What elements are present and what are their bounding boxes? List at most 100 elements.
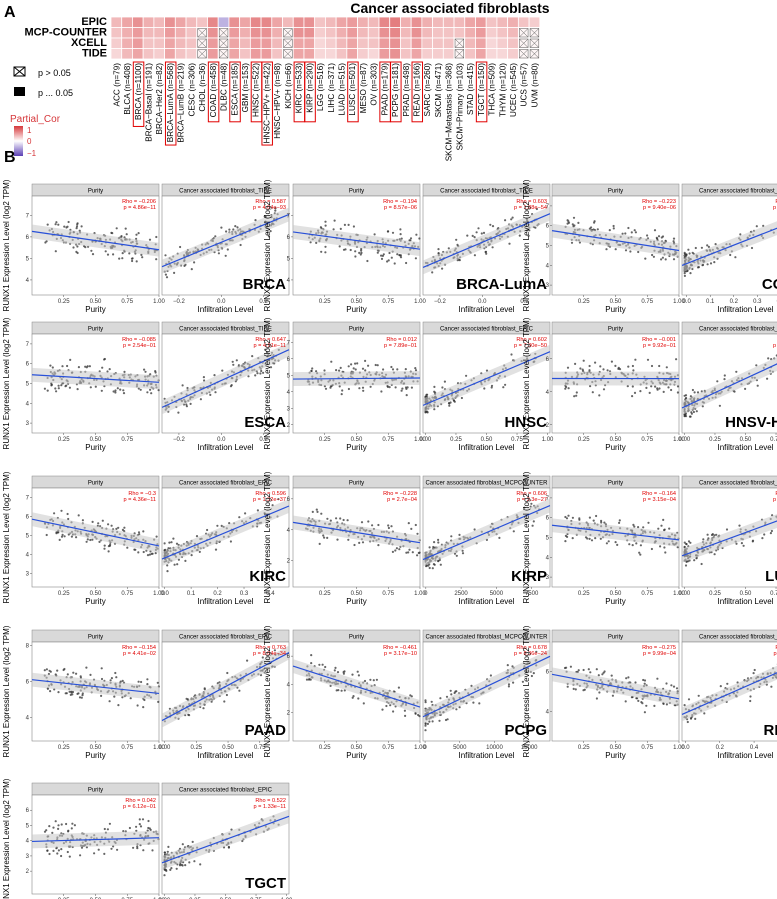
scatter-point — [103, 852, 106, 855]
scatter-point — [135, 233, 138, 236]
scatter-point — [631, 395, 634, 398]
scatter-point — [150, 392, 153, 395]
scatter-point — [683, 254, 686, 257]
y-tick-label: 4 — [287, 682, 291, 688]
scatter-point — [572, 216, 576, 219]
scatter-point — [392, 710, 395, 713]
heatmap-cell — [507, 48, 519, 60]
rho-label: Rho = −0.275 — [642, 645, 676, 651]
heatmap-cell-insig-cross — [519, 28, 529, 38]
heatmap-column-label: CESC (n=306) — [187, 63, 196, 117]
scatter-point — [103, 827, 106, 831]
heatmap-cell-insig-cross — [529, 28, 539, 38]
y-tick-label: 5 — [546, 244, 550, 250]
scatter-point — [321, 663, 324, 666]
heatmap-cell — [421, 48, 434, 60]
heatmap-cell — [249, 16, 262, 28]
scatter-point — [256, 509, 259, 512]
scatter-point — [374, 363, 377, 367]
heatmap-cell — [249, 37, 262, 49]
regression-line — [681, 227, 777, 266]
scatter-point — [414, 367, 417, 370]
scatter-point — [687, 698, 691, 701]
p-value-label: p = 4.08e−11 — [773, 651, 777, 657]
scatter-point — [404, 368, 407, 371]
x-tick-label: 0.75 — [770, 437, 777, 443]
heatmap-column-label: LIHC (n=371) — [327, 63, 336, 113]
scatter-point — [483, 387, 486, 390]
scatter-point — [382, 368, 385, 371]
heatmap-column-label: CHOL (n=36) — [198, 63, 207, 112]
scatter-point — [512, 530, 515, 533]
heatmap-column-label: STAD (n=415) — [466, 63, 475, 115]
scatter-point — [360, 521, 364, 524]
scatter-point — [387, 524, 390, 527]
heatmap-cell — [432, 16, 444, 28]
scatter-point — [738, 524, 741, 527]
heatmap-cell-insig-box — [529, 49, 540, 59]
scatter-point — [75, 250, 78, 253]
scatter-point — [185, 403, 188, 406]
scatter-point — [121, 252, 124, 255]
p-value-label: p = 8.36e−24 — [514, 651, 547, 657]
scatter-point — [128, 252, 131, 255]
scatter-point — [643, 711, 646, 714]
scatter-point — [665, 703, 668, 706]
scatter-point — [326, 536, 329, 539]
x-tick-label: 0.50 — [351, 437, 363, 443]
scatter-point — [767, 357, 770, 360]
scatter-point — [480, 232, 483, 235]
scatter-point — [146, 391, 149, 394]
rho-label: Rho = 0.012 — [386, 337, 417, 343]
heatmap-column-highlight — [411, 61, 424, 123]
heatmap-cell — [335, 48, 348, 60]
scatter-point — [339, 227, 342, 230]
scatter-point — [471, 234, 474, 237]
scatter-point — [627, 365, 630, 368]
scatter-point — [151, 552, 154, 555]
scatter-point — [213, 374, 216, 377]
heatmap-cell — [185, 16, 198, 28]
x-tick-label: 1.00 — [414, 437, 426, 443]
heatmap-cell — [164, 27, 176, 39]
y-axis-label: RUNX1 Expression Level (log2 TPM) — [263, 471, 272, 603]
scatter-point — [154, 371, 157, 374]
x-axis-label: Purity — [85, 597, 105, 606]
scatter-point — [566, 535, 569, 538]
scatter-point — [115, 676, 118, 679]
scatter-point — [110, 847, 113, 850]
p-value-label: p = 1.32e−37 — [253, 497, 286, 503]
heatmap-cell — [496, 48, 509, 60]
scatter-point — [260, 369, 263, 373]
scatter-point — [310, 654, 313, 657]
heatmap-cell — [271, 16, 283, 28]
scatter-point — [149, 388, 152, 391]
scatter-point — [416, 532, 419, 535]
scatter-point — [648, 391, 651, 394]
x-tick-label: 0.25 — [319, 745, 331, 751]
heatmap-cell — [507, 16, 519, 28]
scatter-point — [85, 666, 88, 669]
scatter-point — [703, 712, 706, 715]
heatmap-row-label: XCELL — [71, 37, 107, 49]
scatter-point — [706, 533, 709, 536]
scatter-point — [77, 514, 80, 517]
scatter-point — [137, 232, 140, 235]
scatter-point — [685, 543, 688, 546]
scatter-point — [57, 384, 60, 387]
scatter-point — [663, 546, 666, 549]
scatter-point — [100, 667, 103, 670]
scatter-point — [109, 543, 112, 546]
scatter-point — [445, 695, 449, 698]
scatter-point — [232, 363, 235, 366]
scatter-point — [403, 709, 406, 712]
scatter-point — [54, 387, 57, 390]
scatter-point — [354, 250, 357, 253]
x-tick-label: 0.75 — [121, 299, 133, 305]
scatter-point — [656, 677, 659, 680]
scatter-point — [167, 845, 170, 848]
y-tick-label: 5 — [26, 534, 30, 540]
scatter-point — [477, 227, 480, 230]
scatter-point — [54, 250, 57, 253]
